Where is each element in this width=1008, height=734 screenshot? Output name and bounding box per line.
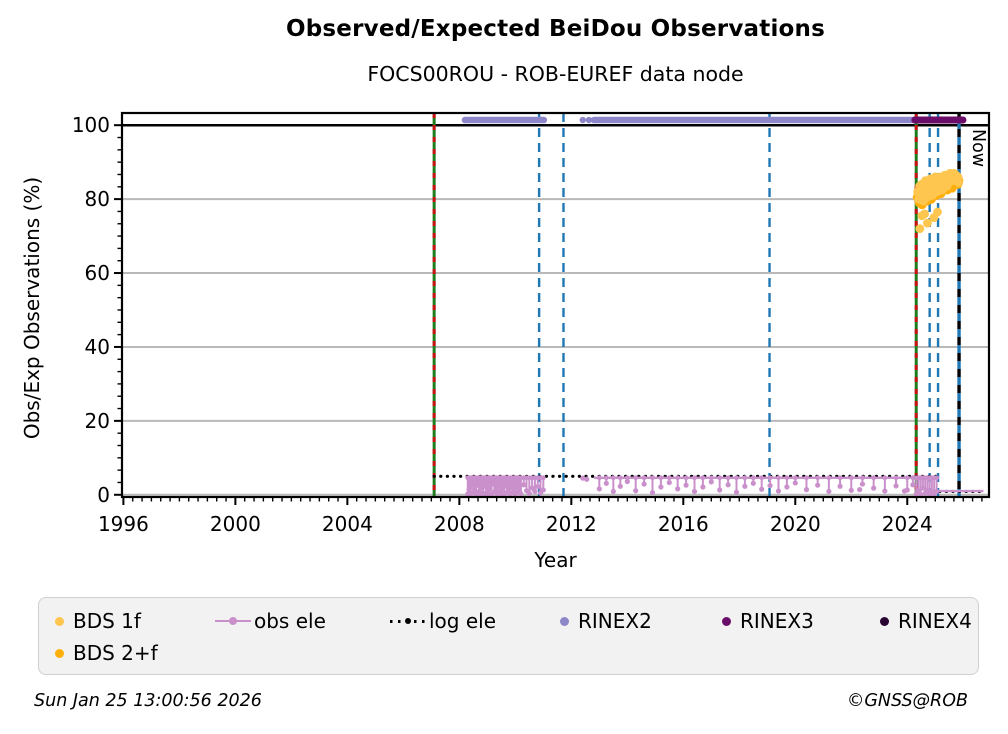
chart-title: Observed/Expected BeiDou Observations	[285, 16, 825, 42]
svg-text:2000: 2000	[210, 512, 261, 536]
legend-label-rinex4: RINEX4	[898, 609, 972, 633]
legend-label-rinex2: RINEX2	[578, 609, 652, 633]
legend-item-obs-ele: obs ele	[215, 609, 390, 633]
obs-ele-marker-icon	[215, 617, 251, 625]
svg-text:2016: 2016	[658, 512, 709, 536]
rinex3-marker-icon	[722, 616, 731, 626]
svg-text:2024: 2024	[882, 512, 933, 536]
svg-text:100: 100	[72, 113, 110, 137]
plot-area: Now 1996 2000 2004 2008 2012 2016 2020 2024 0 20 40…	[72, 111, 991, 536]
tick-labels: 1996 2000 2004 2008 2012 2016 2020 2024 0 20 40 60 8…	[72, 113, 933, 536]
legend-label-log-ele: log ele	[429, 609, 497, 633]
timestamp: Sun Jan 25 13:00:56 2026	[34, 691, 262, 711]
svg-text:2008: 2008	[434, 512, 485, 536]
legend-label-obs-ele: obs ele	[254, 609, 326, 633]
rinex2-line	[461, 116, 919, 124]
bds-1f-marker-icon	[55, 616, 64, 626]
bds-1f-points	[913, 168, 964, 234]
svg-text:0: 0	[97, 483, 110, 507]
svg-text:60: 60	[85, 261, 110, 285]
svg-text:2020: 2020	[770, 512, 821, 536]
log-ele-marker-icon	[390, 618, 426, 624]
legend-item-rinex2: RINEX2	[560, 609, 722, 633]
legend: BDS 1f obs ele log ele RINEX2 RINEX3 RINEX4 BD…	[38, 597, 979, 675]
event-lines	[432, 113, 940, 497]
svg-text:2012: 2012	[546, 512, 597, 536]
legend-label-bds-1f: BDS 1f	[73, 609, 141, 633]
legend-label-rinex3: RINEX3	[740, 609, 814, 633]
svg-text:1996: 1996	[98, 512, 149, 536]
axis-ticks	[114, 124, 983, 505]
legend-item-bds-2f: BDS 2+f	[55, 641, 215, 665]
now-line: Now	[957, 113, 988, 497]
legend-label-bds-2f: BDS 2+f	[73, 641, 158, 665]
x-axis-label: Year	[534, 548, 577, 572]
svg-text:2004: 2004	[322, 512, 373, 536]
svg-text:80: 80	[85, 187, 110, 211]
rinex4-marker-icon	[880, 616, 889, 626]
legend-item-bds-1f: BDS 1f	[55, 609, 215, 633]
svg-text:40: 40	[85, 335, 110, 359]
bds-2f-marker-icon	[55, 648, 64, 658]
rinex2-marker-icon	[560, 616, 569, 626]
copyright: ©GNSS@ROB	[846, 691, 968, 711]
legend-item-rinex3: RINEX3	[722, 609, 880, 633]
svg-text:20: 20	[85, 409, 110, 433]
now-label: Now	[968, 129, 988, 167]
plot-border	[120, 111, 991, 499]
obs-ele-series	[465, 475, 984, 498]
legend-item-rinex4: RINEX4	[880, 609, 978, 633]
legend-item-log-ele: log ele	[390, 609, 560, 633]
chart-subtitle: FOCS00ROU - ROB-EUREF data node	[367, 62, 744, 86]
gridlines	[122, 124, 989, 496]
